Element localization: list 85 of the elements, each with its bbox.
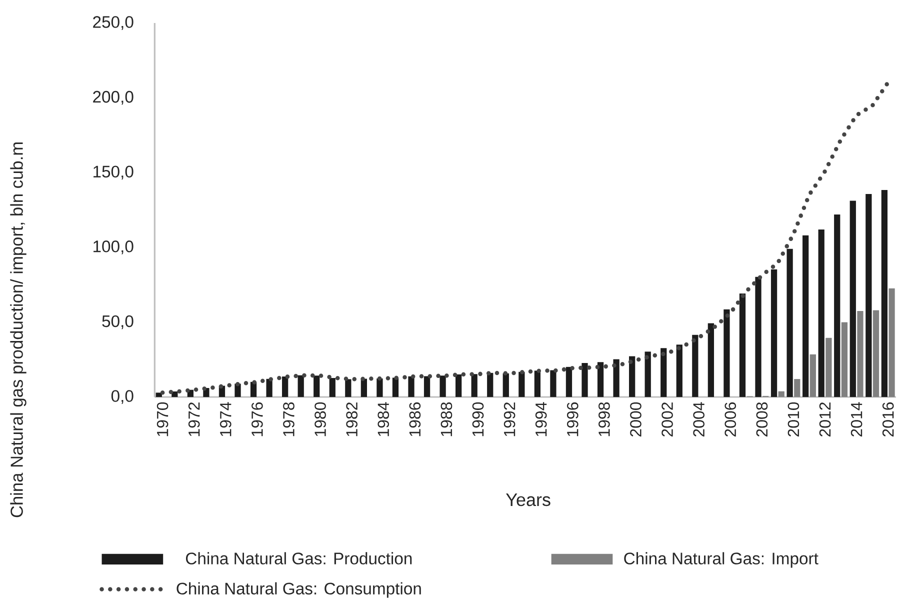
bar (739, 293, 746, 397)
bar (345, 379, 352, 397)
y-tick-label: 50,0 (102, 315, 134, 330)
x-tick-label: 1974 (220, 402, 232, 436)
x-tick-label: 2002 (662, 402, 673, 436)
bar (502, 373, 509, 397)
bar (424, 376, 430, 397)
x-tick-label: 2004 (693, 402, 704, 436)
bar (708, 323, 714, 397)
bar (518, 372, 525, 397)
bar (857, 310, 864, 397)
x-tick-label: 1992 (504, 402, 516, 436)
x-tick-label: 2012 (819, 402, 831, 436)
x-tick-label: 1988 (440, 402, 452, 436)
bar (724, 309, 730, 397)
x-tick-label: 1984 (378, 402, 390, 436)
x-tick-label: 1982 (346, 402, 358, 436)
x-tick-label: 2016 (882, 402, 894, 436)
bar (487, 372, 494, 397)
x-tick-label: 1998 (598, 402, 610, 436)
bar (408, 376, 414, 397)
bar (392, 378, 399, 397)
bar (298, 375, 304, 397)
bar (282, 376, 288, 397)
y-tick-label: 0,0 (111, 390, 134, 404)
y-tick-label: 100,0 (94, 240, 134, 254)
x-axis-title: Years (506, 494, 550, 506)
bar (794, 379, 800, 397)
bar (826, 338, 832, 397)
y-tick-label: 150,0 (94, 166, 134, 180)
x-tick-label: 2010 (788, 402, 800, 436)
bar (692, 334, 698, 397)
x-tick-label: 1970 (156, 402, 168, 436)
bar (872, 310, 880, 397)
bar (881, 190, 888, 397)
x-tick-label: 1978 (283, 402, 294, 436)
x-tick-label: 2008 (756, 402, 768, 436)
bar (534, 370, 541, 397)
bar (471, 374, 478, 397)
bar (660, 348, 667, 397)
bar (360, 378, 368, 397)
x-tick-label: 1990 (472, 402, 484, 436)
bar (376, 378, 383, 397)
line-series (160, 80, 890, 395)
legend-label: China Natural Gas: Import (624, 552, 818, 568)
bar (850, 200, 856, 397)
x-tick-label: 1986 (409, 402, 421, 436)
bar (156, 392, 162, 397)
x-tick-label: 1994 (535, 402, 547, 436)
bar (629, 356, 636, 397)
bar (778, 391, 784, 397)
x-tick-label: 2006 (724, 402, 736, 436)
x-tick-label: 1996 (566, 402, 578, 436)
bar (597, 362, 604, 397)
bar (676, 344, 682, 397)
bar (644, 352, 651, 397)
x-tick-label: 1976 (252, 402, 263, 436)
bar (818, 229, 824, 397)
bar (755, 276, 762, 397)
y-tick-label: 250,0 (93, 16, 134, 30)
bar (314, 376, 320, 397)
bar (888, 288, 895, 397)
bar (834, 214, 840, 397)
x-tick-label: 1980 (314, 402, 326, 436)
bar (582, 363, 588, 397)
legend-label: China Natural Gas: Consumption (176, 582, 421, 598)
bar (613, 359, 620, 397)
legend-label: China Natural Gas: Production (186, 552, 412, 564)
y-axis-title: China Natural gas prodduction/ import, bln cub.m (10, 142, 26, 518)
bar (550, 370, 556, 397)
x-tick-label: 1972 (188, 402, 200, 436)
y-tick-label: 200,0 (93, 90, 134, 105)
bar (786, 248, 793, 397)
x-tick-label: 2014 (850, 402, 862, 436)
bar (456, 374, 462, 397)
bar (266, 378, 272, 397)
bar (329, 378, 336, 397)
bar (770, 269, 778, 397)
bar (810, 354, 816, 397)
bar (866, 194, 872, 397)
bar (802, 235, 809, 397)
x-tick-label: 2000 (630, 402, 642, 436)
bar (566, 366, 572, 397)
bar (841, 322, 848, 397)
bar (440, 376, 446, 397)
